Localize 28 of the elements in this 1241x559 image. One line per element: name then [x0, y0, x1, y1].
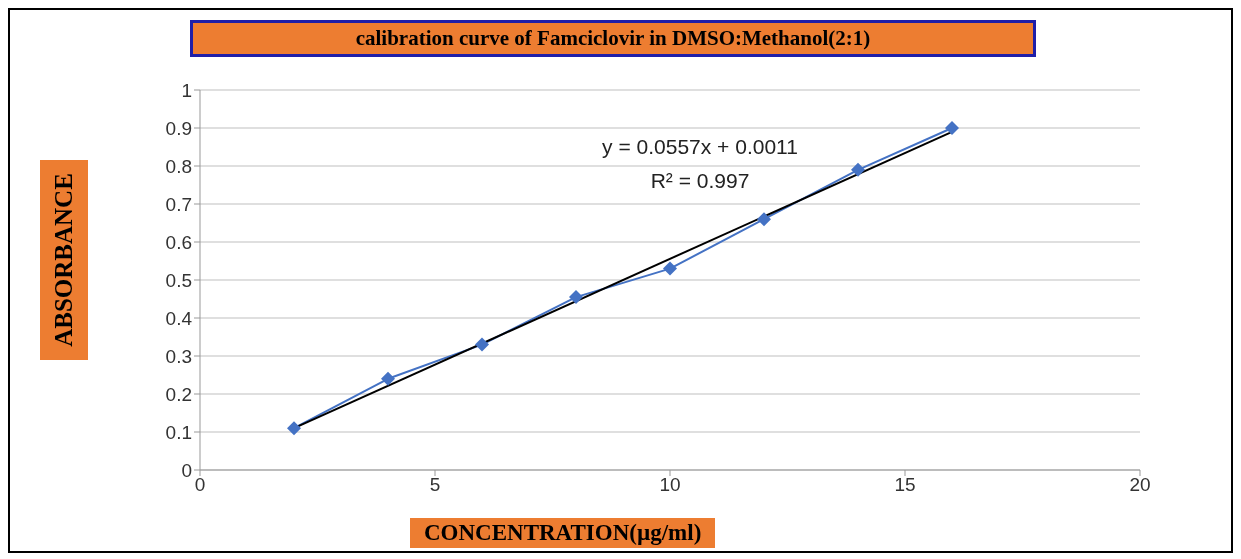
- y-tick-label: 0.6: [165, 231, 192, 253]
- point: [569, 290, 583, 305]
- point: [757, 212, 771, 227]
- point: [381, 371, 395, 386]
- y-tick-label: 0.2: [165, 383, 192, 405]
- point: [475, 337, 489, 352]
- annotation: R² = 0.997: [650, 169, 750, 192]
- point: [945, 121, 959, 135]
- y-axis-title: ABSORBANCE: [50, 173, 77, 347]
- x-tick-label: 5: [429, 474, 441, 496]
- x-tick-label: 20: [1129, 474, 1151, 496]
- y-tick-label: 0.8: [165, 155, 192, 177]
- y-tick-label: 0.5: [165, 269, 192, 291]
- y-tick-label: 0.7: [165, 193, 192, 215]
- x-tick-label: 15: [894, 474, 916, 496]
- y-tick-label: 0.4: [165, 307, 193, 329]
- annotation: y = 0.0557x + 0.0011: [602, 135, 798, 158]
- point: [287, 421, 301, 436]
- point: [663, 261, 677, 276]
- y-tick-label: 1: [181, 79, 192, 101]
- y-tick-label: 0.3: [165, 345, 192, 367]
- y-tick-label: 0: [181, 459, 192, 481]
- x-axis-title: CONCENTRATION(µg/ml): [424, 520, 702, 545]
- x-tick-label: 10: [659, 474, 681, 496]
- chart-title: calibration curve of Famciclovir in DMSO:Methanol(2:1): [355, 26, 871, 50]
- y-tick-label: 0.9: [165, 117, 192, 139]
- point: [851, 162, 865, 177]
- y-tick-label: 0.1: [165, 421, 192, 443]
